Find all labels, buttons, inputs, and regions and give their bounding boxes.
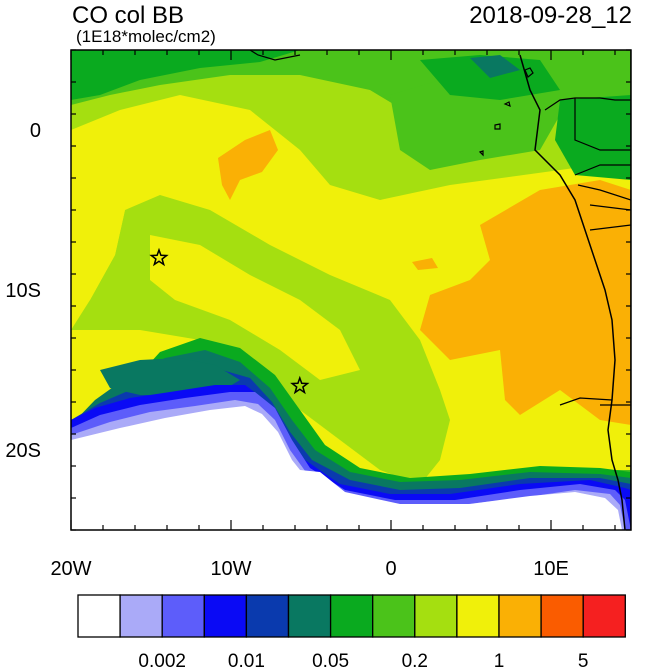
- x-tick-label: 10E: [533, 558, 569, 580]
- y-tick-label: 20S: [5, 440, 41, 462]
- axis-ticks: [70, 49, 631, 531]
- star-marker-2: [290, 375, 310, 395]
- x-tick-label: 10W: [210, 558, 251, 580]
- colorbar-label: 0.2: [402, 651, 428, 667]
- colorbar-swatch: [161, 594, 205, 638]
- y-tick-label: 10S: [5, 280, 41, 302]
- co-field: [71, 50, 631, 530]
- colorbar-swatch: [119, 594, 163, 638]
- y-tick-label: 0: [30, 120, 41, 142]
- colorbar-label: 0.05: [312, 651, 349, 667]
- plot-frame: [70, 49, 632, 531]
- colorbar-swatch: [582, 594, 626, 638]
- station-markers: [149, 247, 310, 395]
- colorbar-swatch: [203, 594, 248, 638]
- colorbar-swatch: [77, 594, 121, 638]
- colorbar: 0.002 0.01 0.05 0.2 1 5: [77, 594, 626, 667]
- colorbar-swatch: [456, 594, 500, 638]
- colorbar-swatch: [540, 594, 584, 638]
- x-tick-label: 0: [385, 558, 396, 580]
- colorbar-label: 5: [578, 651, 589, 667]
- colorbar-swatch: [287, 594, 332, 638]
- colorbar-swatch: [498, 594, 542, 638]
- colorbar-swatch: [245, 594, 290, 638]
- colorbar-swatch: [329, 594, 374, 638]
- colorbar-label: 0.01: [228, 651, 265, 667]
- colorbar-swatch: [414, 594, 458, 638]
- colorbar-swatch: [372, 594, 416, 638]
- x-tick-label: 20W: [50, 558, 91, 580]
- axis-tick-labels: 20W 10W 0 10E 0 10S 20S: [5, 120, 568, 580]
- units-label: (1E18*molec/cm2): [76, 27, 216, 46]
- datetime-label: 2018-09-28_12: [469, 2, 632, 29]
- colorbar-label: 1: [494, 651, 505, 667]
- colorbar-label: 0.002: [138, 651, 186, 667]
- map-title: CO col BB: [72, 2, 185, 29]
- star-marker-1: [149, 247, 169, 267]
